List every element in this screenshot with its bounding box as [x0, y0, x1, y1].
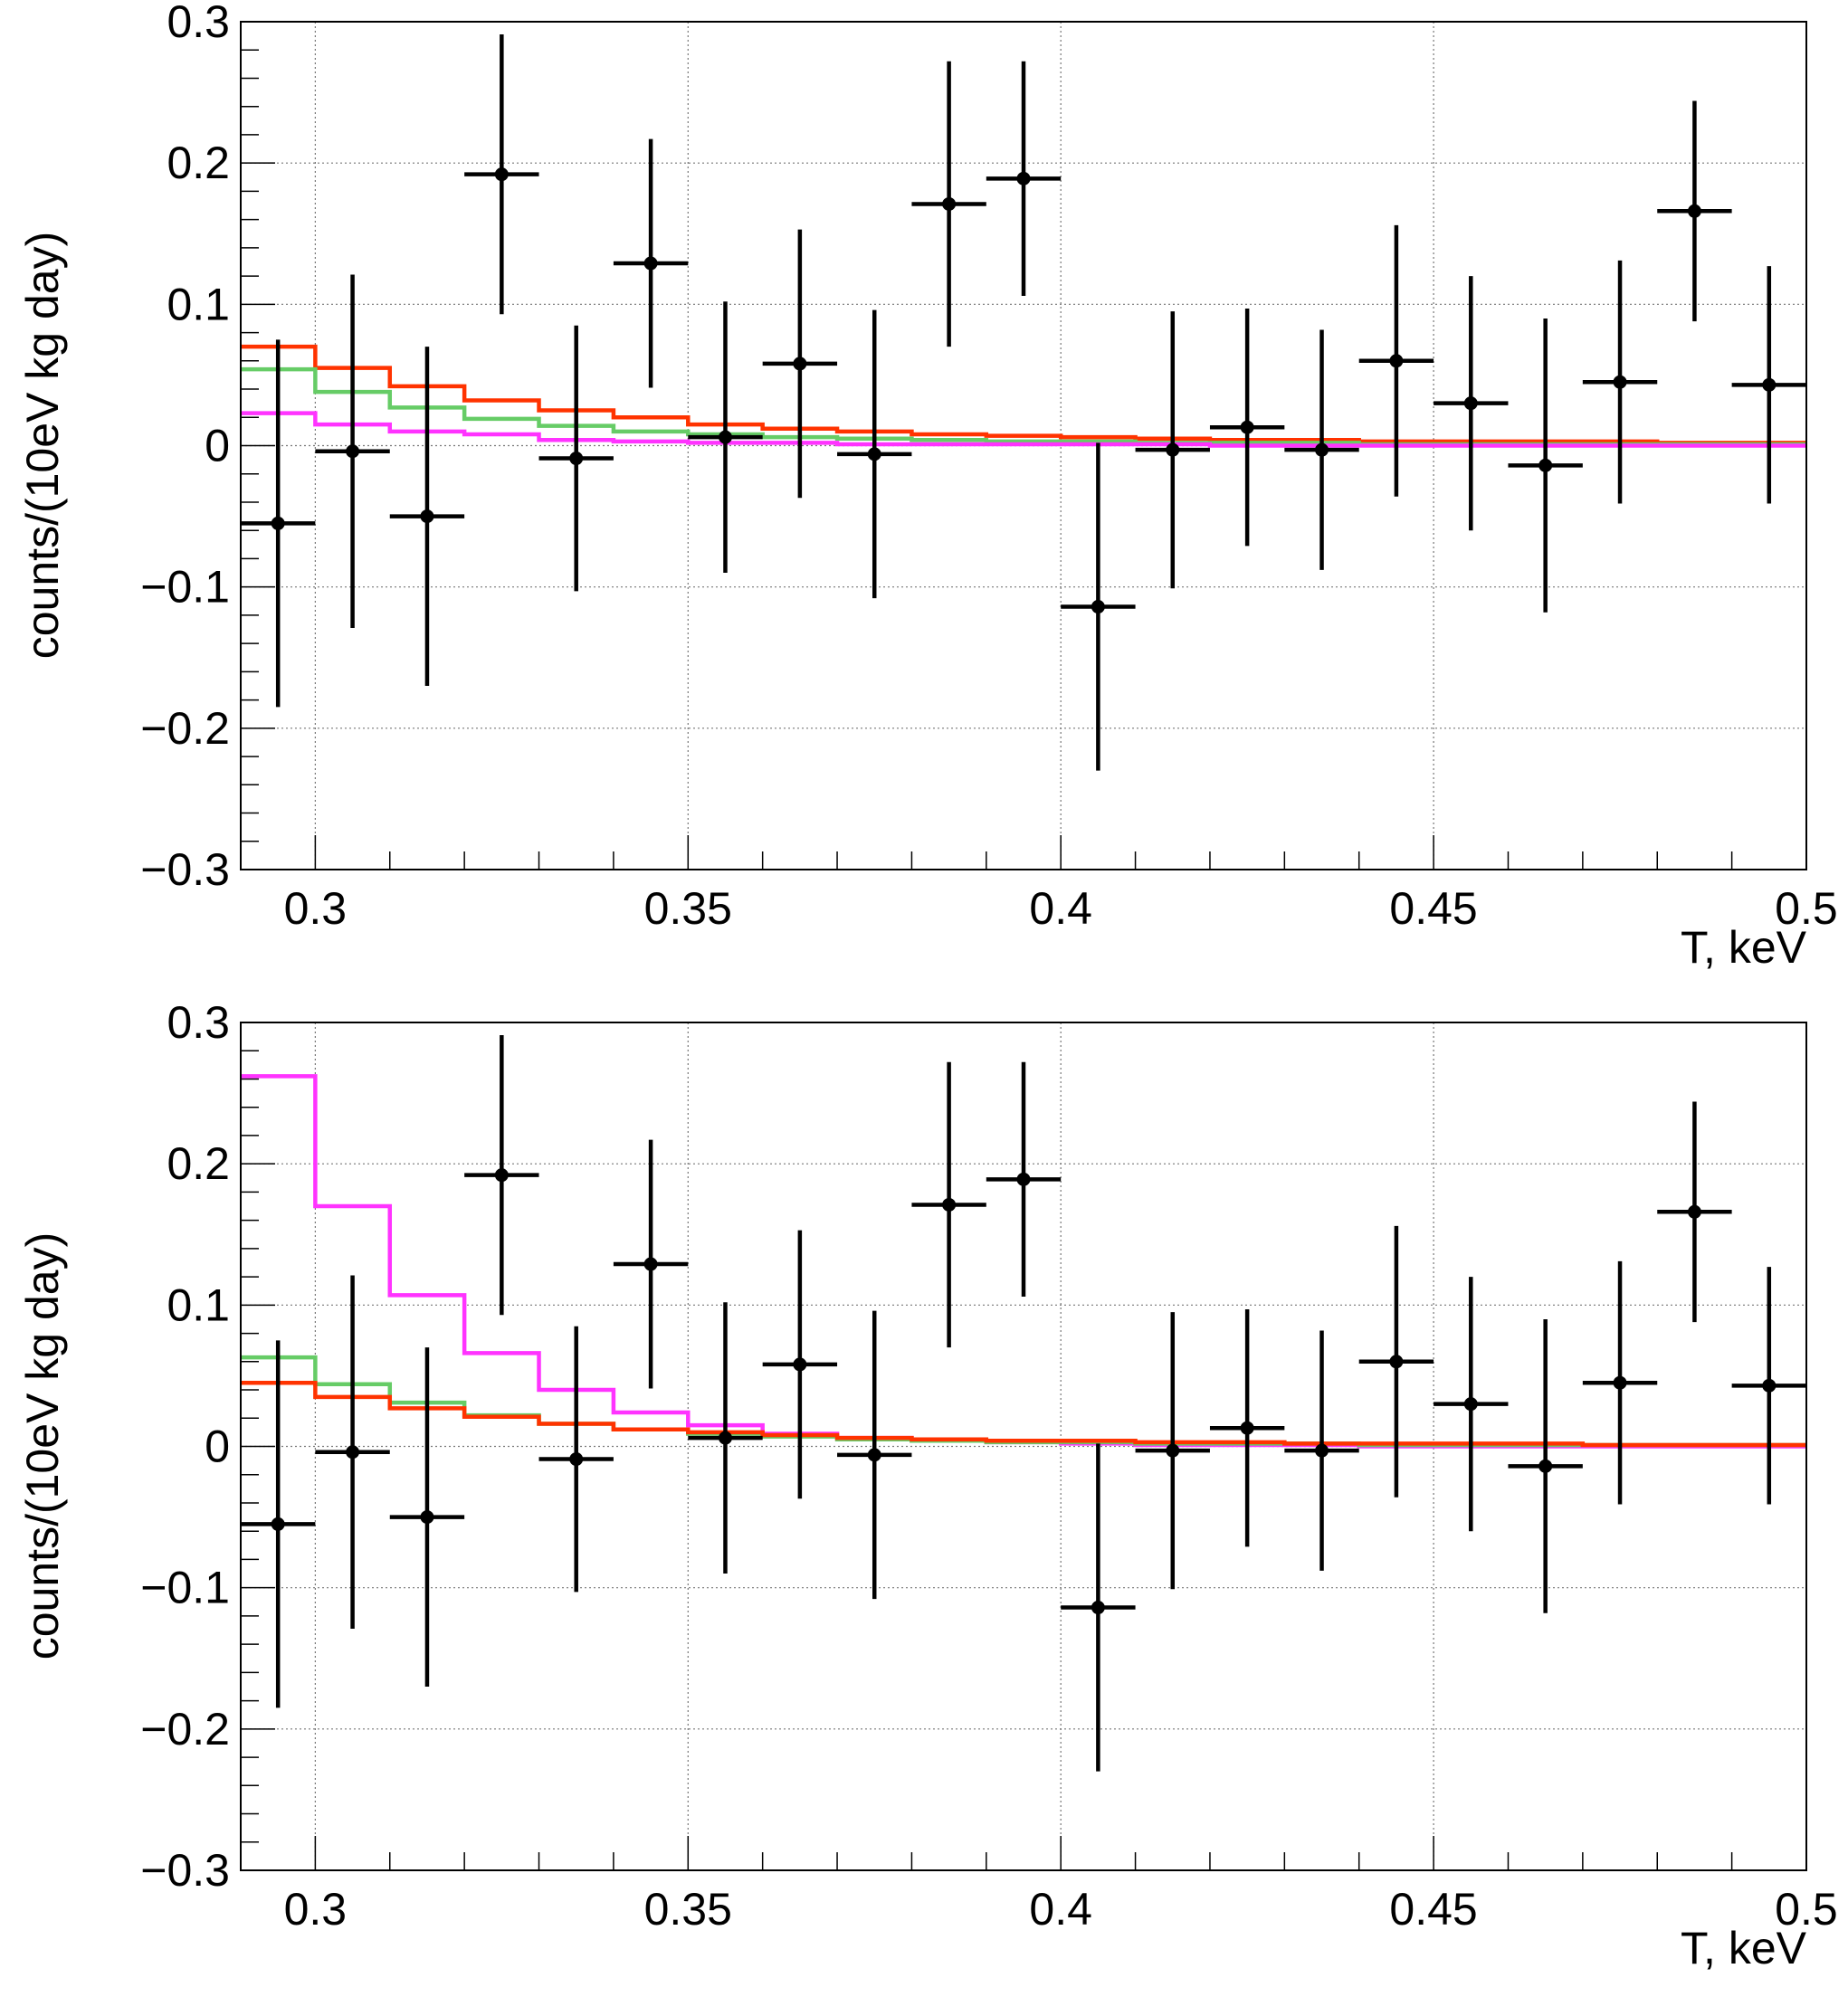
- data-point: [942, 1197, 957, 1212]
- data-point: [1240, 1421, 1254, 1435]
- y-tick-label: −0.1: [140, 562, 230, 613]
- data-point: [1463, 396, 1478, 411]
- y-tick-label: 0: [205, 421, 230, 471]
- y-tick-label: 0.2: [167, 1138, 230, 1189]
- y-axis-label: counts/(10eV kg day): [17, 1232, 68, 1660]
- x-axis-label: T, keV: [1681, 1923, 1807, 1973]
- data-point: [346, 444, 360, 459]
- data-point: [1389, 1355, 1404, 1369]
- data-point: [420, 509, 434, 524]
- data-point: [1091, 600, 1105, 614]
- y-tick-label: −0.1: [140, 1563, 230, 1613]
- x-tick-label: 0.35: [644, 1884, 732, 1935]
- x-tick-label: 0.3: [284, 1884, 348, 1935]
- data-point: [1091, 1601, 1105, 1615]
- chart-panel-bottom: 0.3 0.35 0.4 0.45 0.5 −0.3 −0.2 −0.1 0 0.1 0.2 0.3 T…: [17, 997, 1838, 1973]
- data-point: [1762, 377, 1777, 392]
- plot-frame: [240, 21, 1807, 870]
- data-point: [793, 1357, 807, 1372]
- y-tick-label: −0.2: [140, 703, 230, 754]
- data-point: [1166, 1443, 1180, 1458]
- data-point: [1463, 1397, 1478, 1412]
- y-tick-label: 0.3: [167, 0, 230, 47]
- data-point: [1762, 1378, 1777, 1393]
- plot-frame: [240, 1022, 1807, 1871]
- data-point: [1315, 1443, 1329, 1458]
- data-point: [867, 1448, 881, 1462]
- x-tick-label: 0.45: [1389, 1884, 1477, 1935]
- x-tick-label: 0.35: [644, 883, 732, 934]
- data-point: [420, 1510, 434, 1525]
- data-point: [1016, 171, 1031, 185]
- data-point: [569, 452, 584, 466]
- data-point: [494, 1168, 509, 1183]
- data-point: [1687, 204, 1701, 218]
- x-tick-label: 0.5: [1775, 883, 1838, 934]
- y-tick-label: 0.3: [167, 997, 230, 1048]
- chart-panel-top: 0.3 0.35 0.4 0.45 0.5 −0.3 −0.2 −0.1 0 0.1 0.2 0.3 T…: [17, 0, 1838, 973]
- data-point: [1389, 354, 1404, 368]
- model-curve-3: [241, 411, 1806, 448]
- y-tick-label: −0.3: [140, 844, 230, 895]
- data-point: [1613, 375, 1627, 389]
- y-tick-label: −0.2: [140, 1704, 230, 1755]
- x-tick-label: 0.45: [1389, 883, 1477, 934]
- model-curve-3: [241, 1380, 1806, 1448]
- data-point: [643, 1257, 658, 1271]
- data-point: [346, 1445, 360, 1460]
- data-point: [569, 1452, 584, 1467]
- data-point: [1166, 442, 1180, 457]
- y-tick-label: 0.1: [167, 1279, 230, 1330]
- data-point: [1016, 1172, 1031, 1186]
- y-axis-label: counts/(10eV kg day): [17, 232, 68, 660]
- data-point: [271, 516, 285, 530]
- data-point: [718, 430, 732, 444]
- data-point: [271, 1517, 285, 1531]
- model-curve-1: [241, 344, 1806, 445]
- data-point: [1315, 442, 1329, 457]
- data-point: [793, 357, 807, 371]
- y-tick-label: 0: [205, 1422, 230, 1472]
- data-point: [1240, 420, 1254, 434]
- model-curve-2: [241, 1355, 1806, 1448]
- y-tick-label: 0.2: [167, 138, 230, 188]
- y-tick-label: 0.1: [167, 279, 230, 329]
- data-point: [643, 256, 658, 271]
- x-tick-label: 0.5: [1775, 1884, 1838, 1935]
- x-axis-label: T, keV: [1681, 922, 1807, 973]
- data-point: [718, 1431, 732, 1445]
- x-tick-label: 0.4: [1029, 883, 1092, 934]
- x-tick-label: 0.3: [284, 883, 348, 934]
- data-point: [1613, 1375, 1627, 1390]
- data-point: [494, 167, 509, 182]
- data-point: [942, 196, 957, 211]
- x-tick-label: 0.4: [1029, 1884, 1092, 1935]
- data-point: [1538, 458, 1553, 472]
- y-tick-label: −0.3: [140, 1845, 230, 1896]
- data-point: [1687, 1204, 1701, 1219]
- data-point: [867, 447, 881, 461]
- data-point: [1538, 1459, 1553, 1473]
